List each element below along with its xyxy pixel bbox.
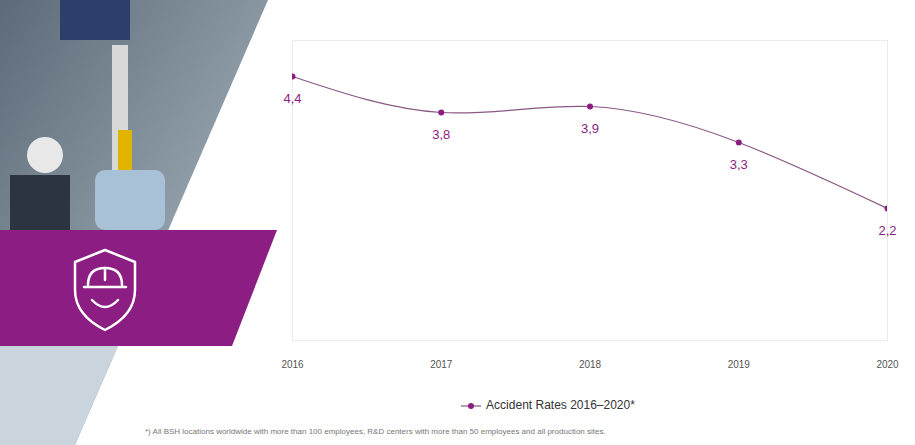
svg-text:2016: 2016 — [281, 359, 304, 370]
svg-text:3,3: 3,3 — [730, 157, 748, 172]
html-text:*) All BSH locations worldwide: *) All BSH locations worldwide with more… — [145, 427, 606, 436]
svg-text:3,9: 3,9 — [581, 121, 599, 136]
svg-text:3,8: 3,8 — [432, 127, 450, 142]
svg-text:2,2: 2,2 — [878, 223, 896, 238]
svg-text:2020: 2020 — [876, 359, 899, 370]
svg-text:2018: 2018 — [579, 359, 602, 370]
html-text:Accident Rates 2016–2020*: Accident Rates 2016–2020* — [486, 398, 635, 412]
svg-text:2019: 2019 — [728, 359, 751, 370]
svg-text:2017: 2017 — [430, 359, 453, 370]
svg-text:4,4: 4,4 — [283, 91, 301, 106]
